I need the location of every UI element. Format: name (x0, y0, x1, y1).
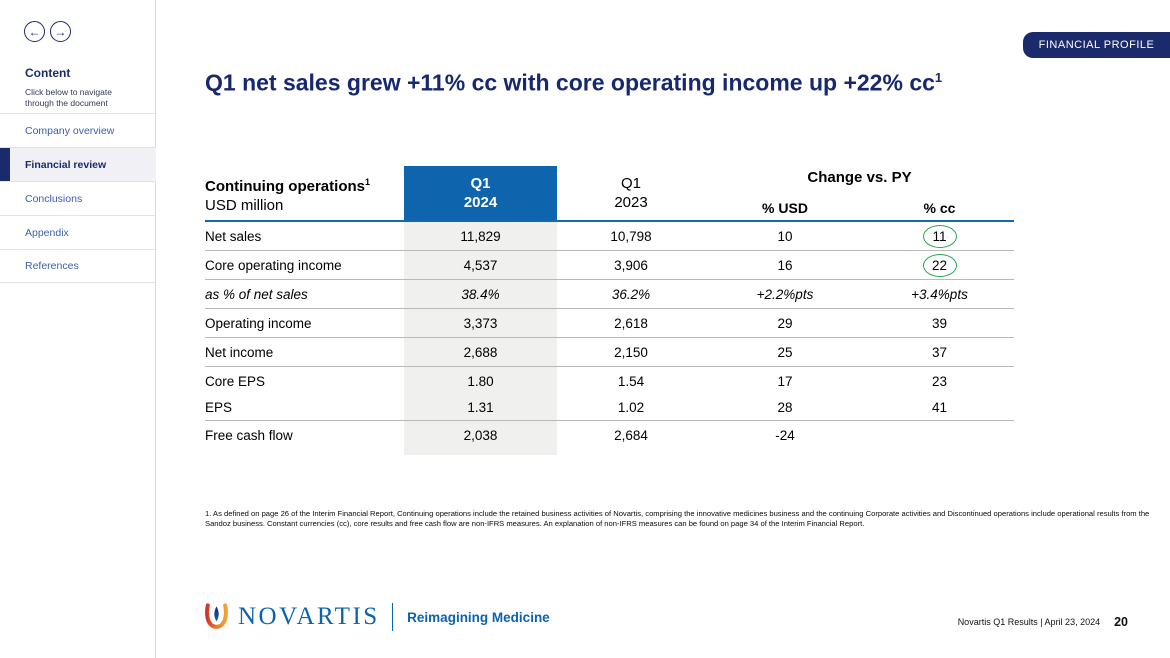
arrow-right-icon: → (54, 24, 67, 39)
highlight-circle: 11 (922, 224, 957, 248)
column-header-pct-cc: % cc (923, 200, 956, 216)
sidebar-nav-list: Company overview Financial review Conclu… (0, 113, 156, 283)
table-row-net-income: Net income 2,688 2,150 25 37 (205, 338, 1014, 367)
table-row-net-sales: Net sales 11,829 10,798 10 11 (205, 222, 1014, 251)
table-row-free-cash-flow: Free cash flow 2,038 2,684 -24 (205, 427, 795, 443)
novartis-flame-icon (205, 603, 228, 629)
sidebar-title: Content (25, 66, 71, 80)
sidebar: ← → Content Click below to navigate thro… (0, 0, 156, 658)
footnote: 1. As defined on page 26 of the Interim … (205, 509, 1150, 528)
table-row-core-eps: Core EPS 1.80 1.54 17 23 (205, 373, 948, 389)
sidebar-item-label: Appendix (25, 226, 69, 239)
sidebar-content-header: Content Click below to navigate through … (25, 66, 143, 108)
highlight-circle: 22 (922, 253, 957, 277)
page-title: Q1 net sales grew +11% cc with core oper… (205, 63, 1055, 98)
column-header-pct-usd: % USD (762, 200, 808, 216)
novartis-logo: NOVARTIS Reimagining Medicine (203, 602, 550, 632)
table-header-label: Continuing operations1 USD million (205, 166, 404, 220)
page-number: 20 (1114, 615, 1128, 629)
column-header-change-vs-py: Change vs. PY % USD % cc (705, 166, 1014, 220)
sidebar-subtitle: Click below to navigate through the docu… (25, 87, 112, 108)
sidebar-item-appendix[interactable]: Appendix (0, 215, 156, 249)
sidebar-item-label: Company overview (25, 124, 115, 137)
table-body: Net sales 11,829 10,798 10 11 Core opera… (205, 222, 1014, 455)
sidebar-item-label: Financial review (25, 158, 107, 171)
continuing-operations-label: Continuing operations (205, 178, 365, 195)
section-badge-label: FINANCIAL PROFILE (1038, 39, 1155, 51)
financial-table: Continuing operations1 USD million Q1 20… (205, 166, 1014, 455)
forward-arrow-button[interactable]: → (50, 21, 71, 42)
sidebar-item-references[interactable]: References (0, 249, 156, 283)
sidebar-item-label: Conclusions (25, 192, 83, 205)
table-row-operating-income: Operating income 3,373 2,618 29 39 (205, 309, 1014, 338)
column-header-q1-2024: Q1 2024 (404, 166, 557, 220)
table-header-row: Continuing operations1 USD million Q1 20… (205, 166, 1014, 222)
arrow-left-icon: ← (28, 24, 41, 39)
tagline: Reimagining Medicine (407, 609, 550, 625)
table-row-eps: EPS 1.31 1.02 28 41 (205, 395, 1014, 421)
document-info: Novartis Q1 Results | April 23, 2024 (957, 617, 1101, 627)
sidebar-item-company-overview[interactable]: Company overview (0, 113, 156, 147)
column-header-q1-2023: Q1 2023 (614, 175, 648, 211)
back-arrow-button[interactable]: ← (24, 21, 45, 42)
novartis-wordmark: NOVARTIS (238, 603, 380, 630)
section-badge: FINANCIAL PROFILE (1023, 32, 1170, 58)
title-footnote-marker: 1 (934, 70, 943, 85)
nav-arrows: ← → (24, 21, 71, 42)
logo-divider (391, 603, 394, 631)
sidebar-item-financial-review[interactable]: Financial review (0, 147, 156, 181)
table-row-as-pct-of-net-sales: as % of net sales 38.4% 36.2% +2.2%pts +… (205, 280, 1014, 309)
table-row-core-operating-income: Core operating income 4,537 3,906 16 22 (205, 251, 1014, 280)
q1-2024-column-highlight (404, 222, 557, 455)
change-vs-py-label: Change vs. PY (807, 169, 912, 186)
header-footnote-marker: 1 (364, 177, 370, 187)
page-title-text: Q1 net sales grew +11% cc with core oper… (205, 69, 935, 96)
sidebar-item-conclusions[interactable]: Conclusions (0, 181, 156, 215)
footer-meta: Novartis Q1 Results | April 23, 2024 20 (958, 615, 1128, 629)
sidebar-item-label: References (25, 260, 79, 272)
usd-million-label: USD million (205, 197, 284, 214)
